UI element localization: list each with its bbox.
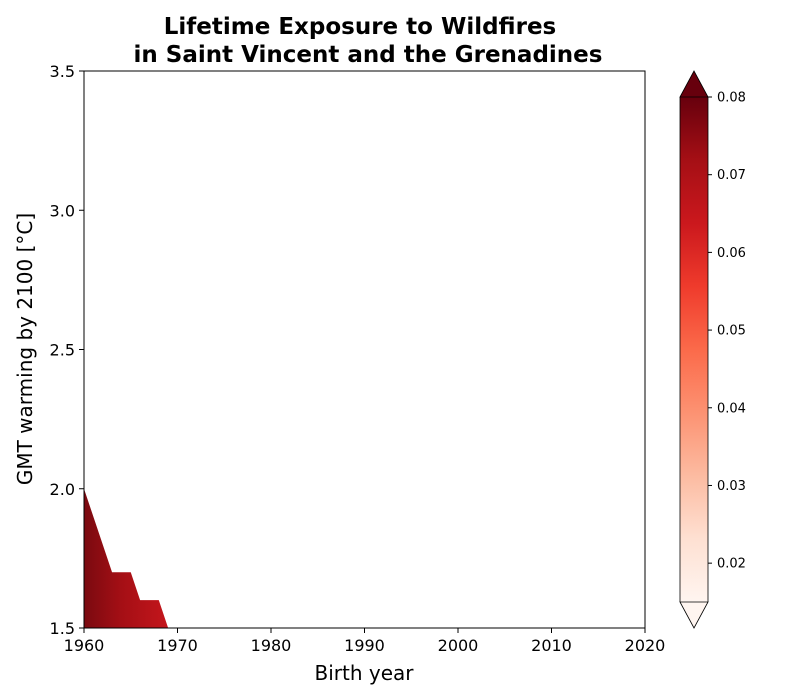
colorbar-tick-label: 0.04 [717,401,746,416]
colorbar-gradient [680,97,708,602]
y-axis-ticks: 1.5 2.0 2.5 3.0 3.5 [50,62,84,638]
y-tick-label: 2.0 [50,480,75,499]
colorbar-tick-label: 0.05 [717,324,746,339]
y-tick-label: 2.5 [50,341,75,360]
chart-title-line-1: Lifetime Exposure to Wildfires [164,14,557,40]
y-tick-label: 1.5 [50,619,75,638]
plot-area [84,71,645,628]
y-axis-label: GMT warming by 2100 [°C] [13,213,37,485]
chart-title-line-2: in Saint Vincent and the Grenadines [134,42,603,68]
colorbar-ticks: 0.02 0.03 0.04 0.05 0.06 0.07 0.08 [708,91,746,572]
x-tick-label: 2000 [438,636,479,655]
y-tick-label: 3.0 [50,201,75,220]
y-tick-label: 3.5 [50,62,75,81]
colorbar-tick-label: 0.08 [717,91,746,106]
x-tick-label: 1960 [64,636,105,655]
colorbar-extend-min [679,601,709,629]
x-tick-label: 1970 [157,636,198,655]
colorbar-tick-label: 0.06 [717,246,746,261]
x-axis-ticks: 1960 1970 1980 1990 2000 2010 2020 [64,628,666,655]
colorbar-tick-label: 0.07 [717,168,746,183]
x-tick-label: 1980 [251,636,292,655]
x-tick-label: 2020 [625,636,666,655]
x-tick-label: 1990 [344,636,385,655]
colorbar-tick-label: 0.02 [717,557,746,572]
filled-exposure-region [84,488,169,628]
colorbar-tick-label: 0.03 [717,479,746,494]
colorbar-extend-max [679,70,709,98]
colorbar: 0.02 0.03 0.04 0.05 0.06 0.07 0.08 [679,70,746,629]
x-axis-label: Birth year [315,661,415,685]
x-tick-label: 2010 [531,636,572,655]
